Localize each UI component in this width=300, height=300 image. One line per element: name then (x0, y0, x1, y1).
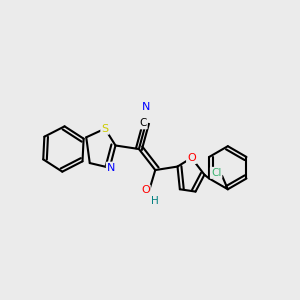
Text: H: H (151, 196, 159, 206)
Text: O: O (187, 153, 196, 163)
Text: C: C (139, 118, 147, 128)
Text: S: S (101, 124, 109, 134)
Text: Cl: Cl (211, 168, 221, 178)
Text: O: O (141, 185, 150, 196)
Text: N: N (107, 163, 115, 173)
Text: N: N (142, 102, 150, 112)
